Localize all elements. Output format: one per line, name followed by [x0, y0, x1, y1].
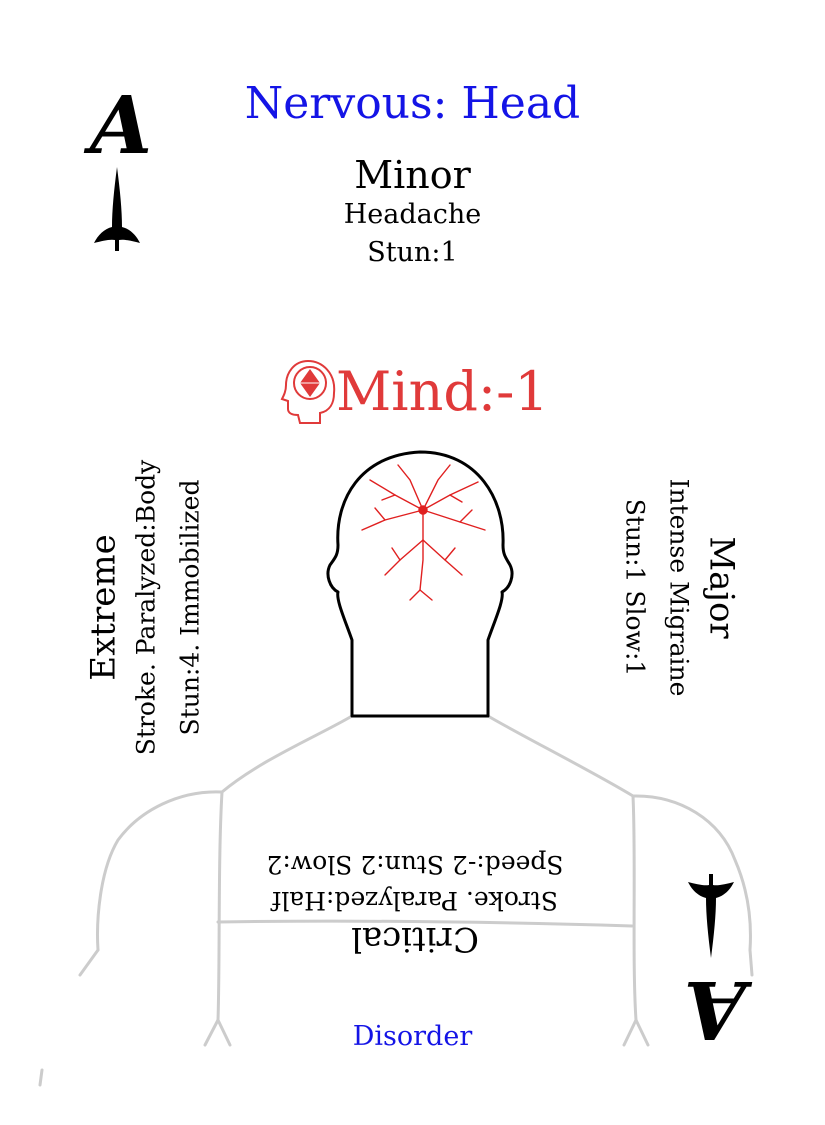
neuron-veins [361, 464, 486, 601]
extreme-stats: Stun:4. Immobilized [175, 479, 205, 736]
card-category: Disorder [352, 1021, 473, 1052]
dagger-icon [94, 167, 140, 251]
torso-outline [38, 714, 754, 1087]
major-effect: Intense Migraine [664, 478, 694, 697]
head-outline [326, 450, 514, 718]
critical-section: Critical Stroke. Paralyzed:Half Speed:-2… [215, 840, 615, 960]
mind-modifier: Mind:-1 [280, 355, 580, 435]
card-title: Nervous: Head [244, 78, 581, 129]
critical-heading: Critical [351, 919, 479, 959]
extreme-heading: Extreme [83, 534, 124, 681]
extreme-effect: Stroke. Paralyzed:Body [131, 459, 161, 756]
minor-effect: Headache [343, 199, 482, 230]
major-stats: Stun:1 Slow:1 [620, 498, 650, 677]
head-gem-icon [280, 359, 336, 424]
major-heading: Major [701, 536, 742, 639]
critical-stats: Speed:-2 Stun:2 Slow:2 [266, 850, 564, 879]
minor-heading: Minor [354, 153, 471, 197]
major-section: Major Intense Migraine Stun:1 Slow:1 [608, 418, 743, 758]
corner-rank-top: A [90, 78, 153, 172]
dagger-icon [688, 874, 734, 958]
critical-effect: Stroke. Paralyzed:Half [272, 886, 558, 915]
minor-stats: Stun:1 [367, 237, 458, 268]
mind-label: Mind:-1 [336, 360, 549, 423]
extreme-section: Extreme Stroke. Paralyzed:Body Stun:4. I… [83, 438, 218, 778]
